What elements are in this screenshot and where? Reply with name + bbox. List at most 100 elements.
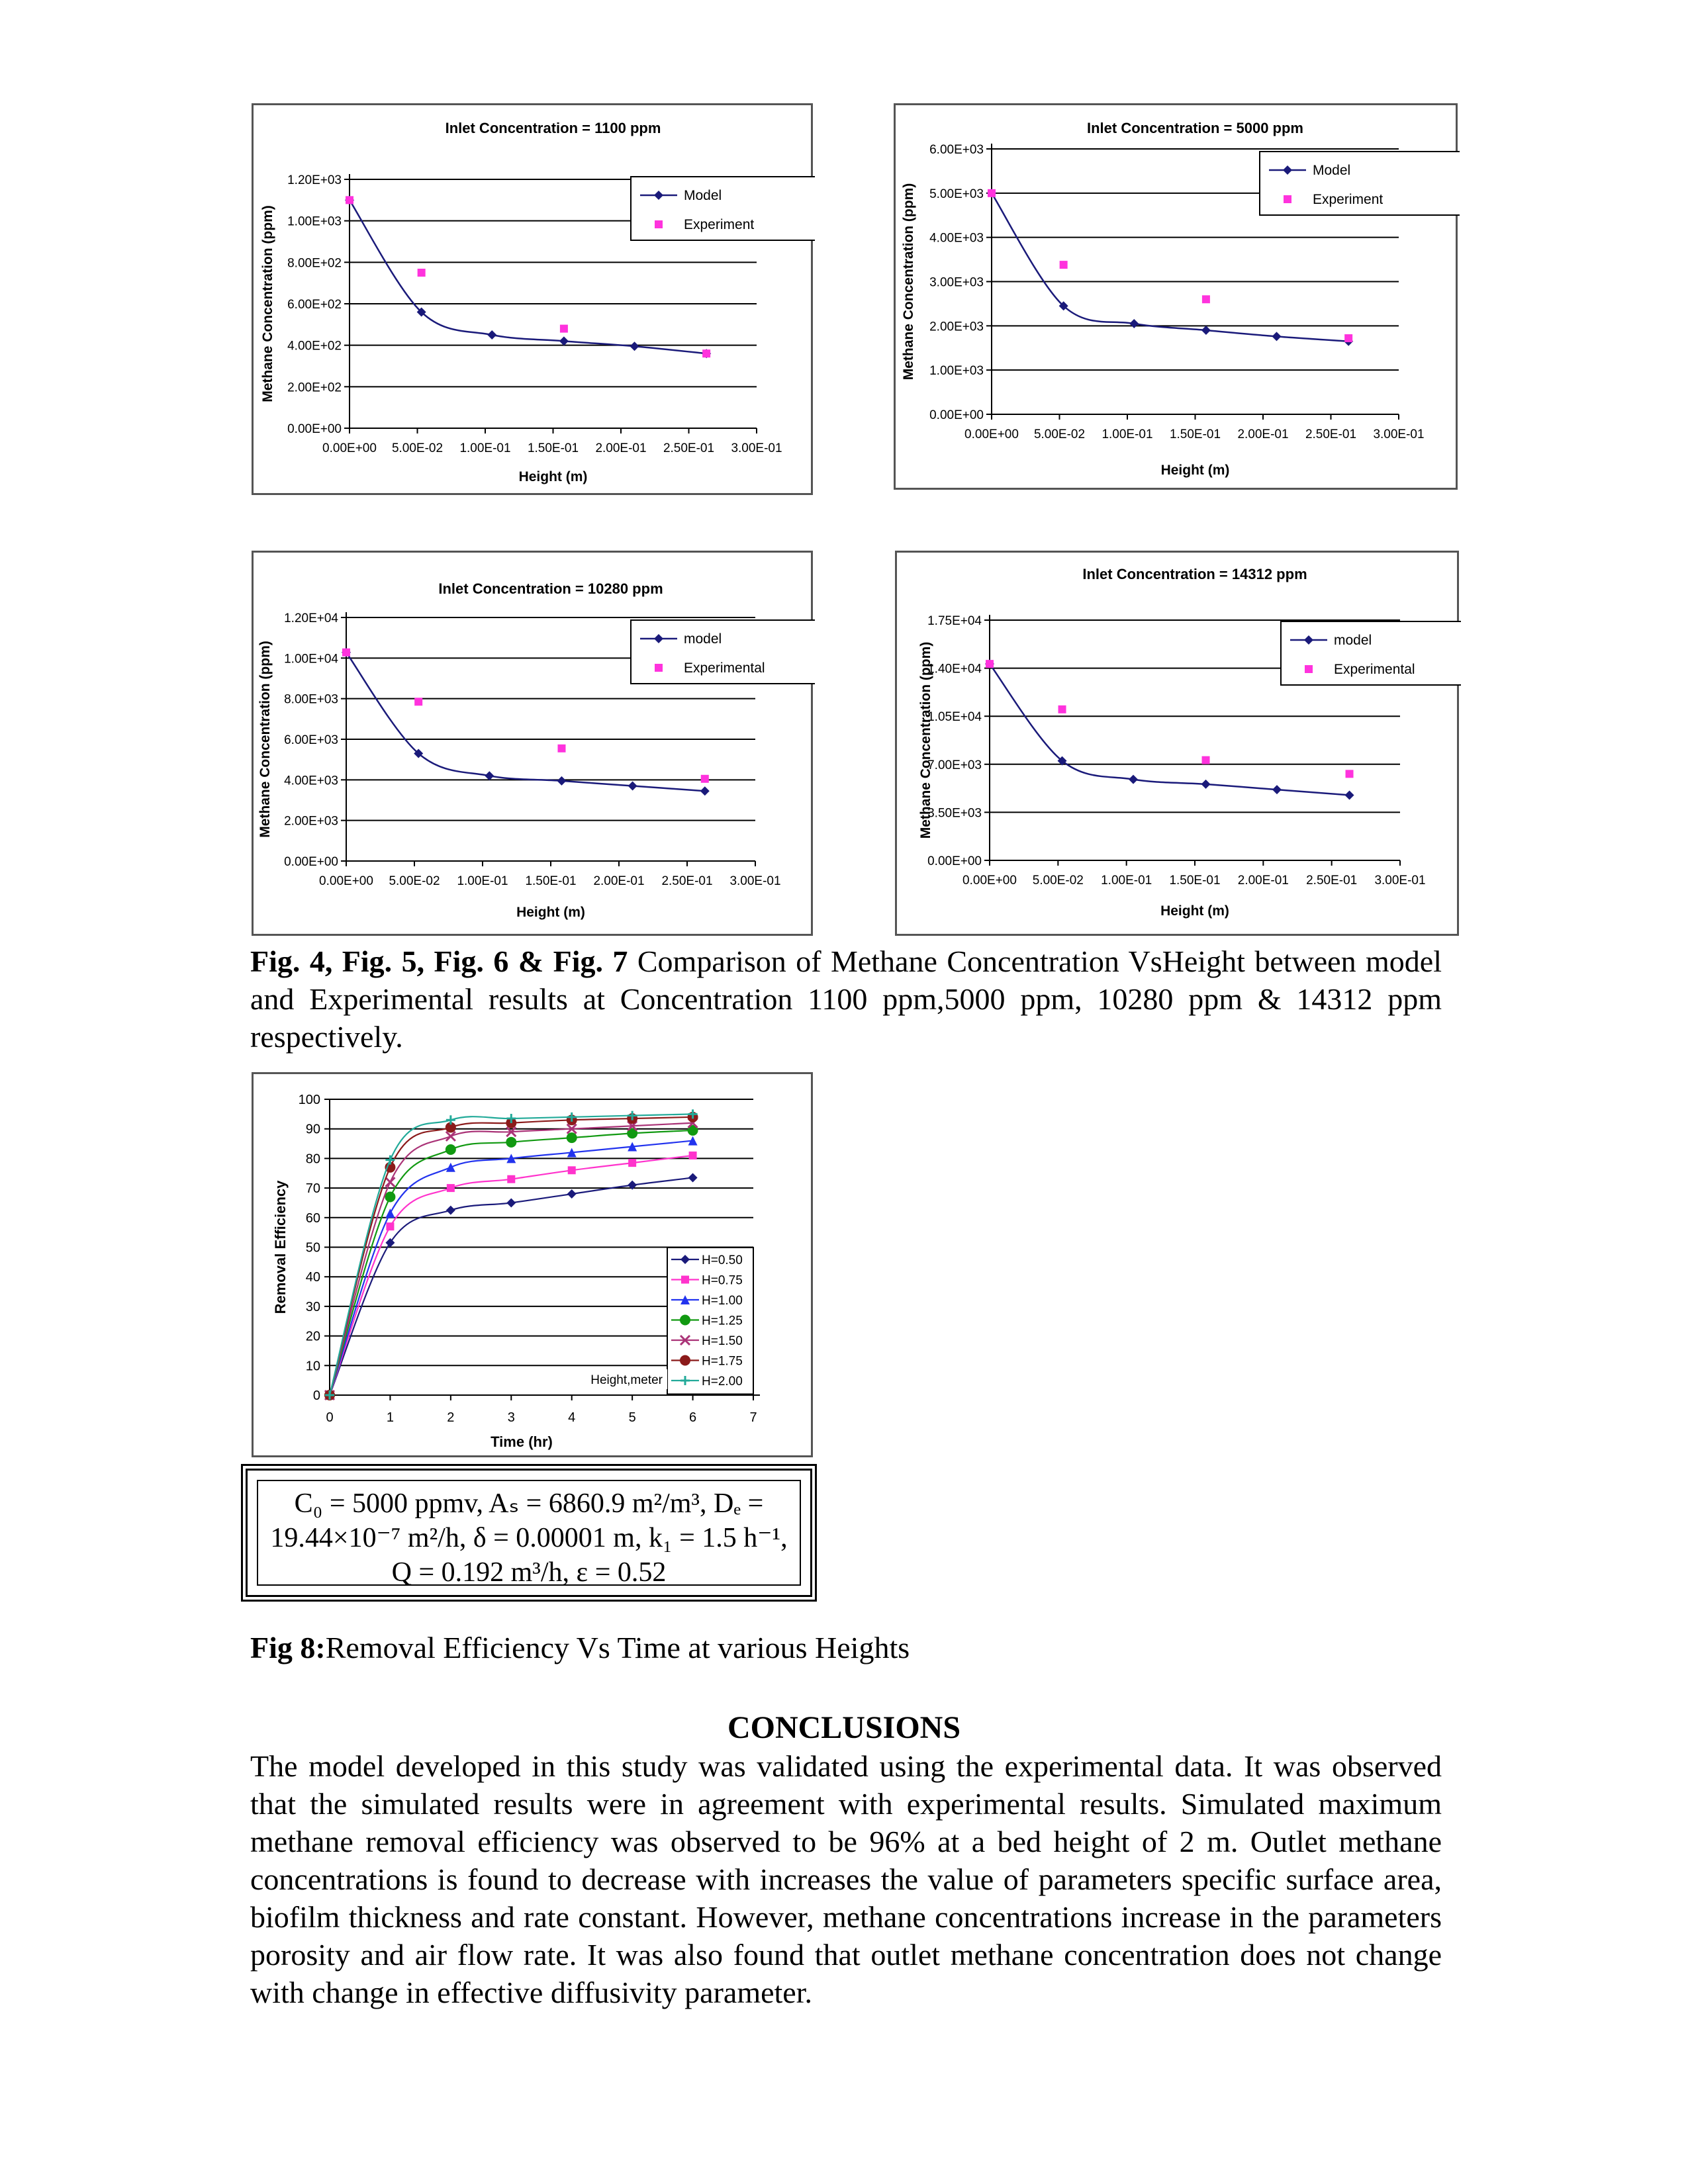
series-point bbox=[325, 1390, 334, 1400]
chart-fig8-svg: 0 10 20 30 40 50 60 70 80 90 100 0 1 2 3 4 5 6 7 Time (hr) R… bbox=[272, 1093, 760, 1450]
series-point bbox=[446, 1184, 455, 1193]
chart-fig6-svg: 0.00E+00 2.00E+03 4.00E+03 6.00E+03 8.00E+03… bbox=[258, 580, 815, 920]
chart-title: Inlet Concentration = 5000 ppm bbox=[1087, 120, 1303, 136]
legend-title-bg bbox=[568, 1369, 667, 1389]
x-tick-label: 5 bbox=[629, 1410, 636, 1425]
y-tick-label: 50 bbox=[306, 1241, 320, 1255]
x-axis-label: Height (m) bbox=[1160, 903, 1229, 919]
caption-fig4-7: Fig. 4, Fig. 5, Fig. 6 & Fig. 7 Comparis… bbox=[250, 942, 1442, 1056]
series-point bbox=[385, 1191, 396, 1203]
model-point bbox=[557, 776, 567, 786]
y-tick-label: 7.00E+03 bbox=[927, 758, 982, 772]
legend-experiment-label: Experiment bbox=[684, 217, 754, 232]
y-tick-label: 6.00E+02 bbox=[287, 298, 342, 312]
model-point bbox=[628, 781, 637, 791]
chart-title: Inlet Concentration = 10280 ppm bbox=[438, 580, 663, 597]
y-tick-label: 1.40E+04 bbox=[927, 662, 982, 676]
caption-fig8-text: Removal Efficiency Vs Time at various He… bbox=[325, 1631, 910, 1664]
series-point bbox=[628, 1159, 637, 1167]
chart-title: Inlet Concentration = 14312 ppm bbox=[1082, 566, 1307, 582]
y-tick-label: 1.00E+03 bbox=[287, 215, 342, 229]
y-tick-label: 1.20E+03 bbox=[287, 173, 342, 187]
x-tick-label: 2.50E-01 bbox=[661, 874, 712, 888]
legend-label: H=1.75 bbox=[702, 1355, 743, 1369]
series-point bbox=[687, 1124, 698, 1136]
model-point bbox=[1272, 785, 1282, 795]
y-tick-label: 2.00E+02 bbox=[287, 381, 342, 394]
x-tick-label: 1.00E-01 bbox=[1101, 874, 1152, 887]
series-point bbox=[567, 1166, 576, 1175]
x-tick-label: 1.50E-01 bbox=[528, 441, 579, 455]
series-point bbox=[567, 1148, 577, 1158]
y-tick-label: 3.50E+03 bbox=[927, 806, 982, 820]
x-axis-label: Time (hr) bbox=[491, 1433, 553, 1450]
experiment-point bbox=[988, 189, 996, 197]
x-tick-label: 2.00E-01 bbox=[593, 874, 644, 888]
y-tick-label: 90 bbox=[306, 1122, 320, 1137]
x-tick-label: 5.00E-02 bbox=[1034, 428, 1085, 441]
x-tick-label: 3.00E-01 bbox=[1374, 874, 1425, 887]
y-tick-label: 0.00E+00 bbox=[284, 855, 338, 869]
model-point bbox=[559, 336, 569, 346]
y-tick-label: 30 bbox=[306, 1300, 320, 1314]
model-line bbox=[988, 663, 1350, 796]
model-point bbox=[700, 786, 710, 796]
y-tick-label: 1.75E+04 bbox=[927, 614, 982, 628]
series-point bbox=[445, 1162, 455, 1172]
x-tick-label: 7 bbox=[749, 1410, 757, 1425]
param-line-1: C₀ = 5000 ppmv, Aₛ = 6860.9 m²/m³, Dₑ = bbox=[294, 1488, 764, 1519]
series-point bbox=[506, 1198, 516, 1208]
y-tick-label: 2.00E+03 bbox=[929, 320, 984, 334]
x-tick-label: 2 bbox=[447, 1410, 454, 1425]
chart-fig4-svg: 0.00E+00 2.00E+02 4.00E+02 6.00E+02 8.00E+02… bbox=[260, 120, 815, 484]
x-tick-label: 4 bbox=[568, 1410, 575, 1425]
legend-marker bbox=[680, 1255, 690, 1264]
legend-model-label: Model bbox=[1313, 163, 1350, 178]
legend-model-label: Model bbox=[684, 188, 722, 203]
y-axis-label: Methane Concentration (ppm) bbox=[258, 641, 273, 838]
series-point bbox=[566, 1123, 577, 1134]
conclusions-body: The model developed in this study was va… bbox=[250, 1749, 1442, 2009]
series-point bbox=[385, 1238, 395, 1248]
legend-box bbox=[1280, 621, 1461, 686]
x-tick-label: 5.00E-02 bbox=[1033, 874, 1084, 887]
series-point bbox=[386, 1222, 395, 1231]
y-tick-label: 20 bbox=[306, 1330, 320, 1344]
x-tick-label: 2.00E-01 bbox=[1237, 428, 1288, 441]
x-tick-label: 6 bbox=[689, 1410, 696, 1425]
y-tick-label: 80 bbox=[306, 1152, 320, 1166]
legend-label: H=2.00 bbox=[702, 1375, 743, 1388]
legend-marker bbox=[680, 1376, 690, 1385]
experiment-point bbox=[1201, 295, 1210, 304]
y-tick-label: 1.05E+04 bbox=[927, 710, 982, 724]
experiment-point bbox=[986, 660, 994, 668]
series-line bbox=[328, 1154, 693, 1396]
experiment-point bbox=[1058, 705, 1066, 713]
y-tick-label: 60 bbox=[306, 1211, 320, 1226]
y-tick-label: 8.00E+03 bbox=[284, 693, 338, 707]
parameter-box: C₀ = 5000 ppmv, Aₛ = 6860.9 m²/m³, Dₑ = … bbox=[241, 1464, 817, 1602]
legend-model-marker bbox=[1304, 635, 1313, 645]
x-tick-label: 1.00E-01 bbox=[1102, 428, 1152, 441]
chart-fig5-svg: 0.00E+00 1.00E+03 2.00E+03 3.00E+03 4.00E+03… bbox=[901, 120, 1460, 478]
y-tick-label: 1.20E+04 bbox=[284, 612, 338, 625]
legend-experiment-marker bbox=[1284, 195, 1291, 203]
chart-fig7: 0.00E+00 3.50E+03 7.00E+03 1.05E+04 1.40E+04… bbox=[895, 551, 1461, 936]
legend-marker bbox=[679, 1334, 691, 1346]
x-tick-label: 1.00E-01 bbox=[459, 441, 510, 455]
chart-fig8: 0 10 20 30 40 50 60 70 80 90 100 0 1 2 3 4 5 6 7 Time (hr) R… bbox=[252, 1072, 813, 1457]
series-point bbox=[506, 1126, 517, 1138]
x-tick-label: 0.00E+00 bbox=[964, 428, 1019, 441]
parameter-box-inner: C₀ = 5000 ppmv, Aₛ = 6860.9 m²/m³, Dₑ = … bbox=[257, 1480, 801, 1588]
series-point bbox=[506, 1136, 517, 1148]
series-point bbox=[688, 1109, 698, 1119]
experiment-point bbox=[700, 774, 709, 783]
legend-experiment-marker bbox=[1305, 665, 1313, 673]
legend-experiment-label: Experimental bbox=[684, 660, 765, 676]
experiment-point bbox=[414, 698, 423, 706]
series-point bbox=[566, 1132, 577, 1144]
series-point bbox=[445, 1122, 456, 1133]
series-line bbox=[328, 1122, 693, 1396]
y-tick-label: 5.00E+03 bbox=[929, 187, 984, 201]
chart-fig6: 0.00E+00 2.00E+03 4.00E+03 6.00E+03 8.00E+03… bbox=[252, 551, 815, 936]
